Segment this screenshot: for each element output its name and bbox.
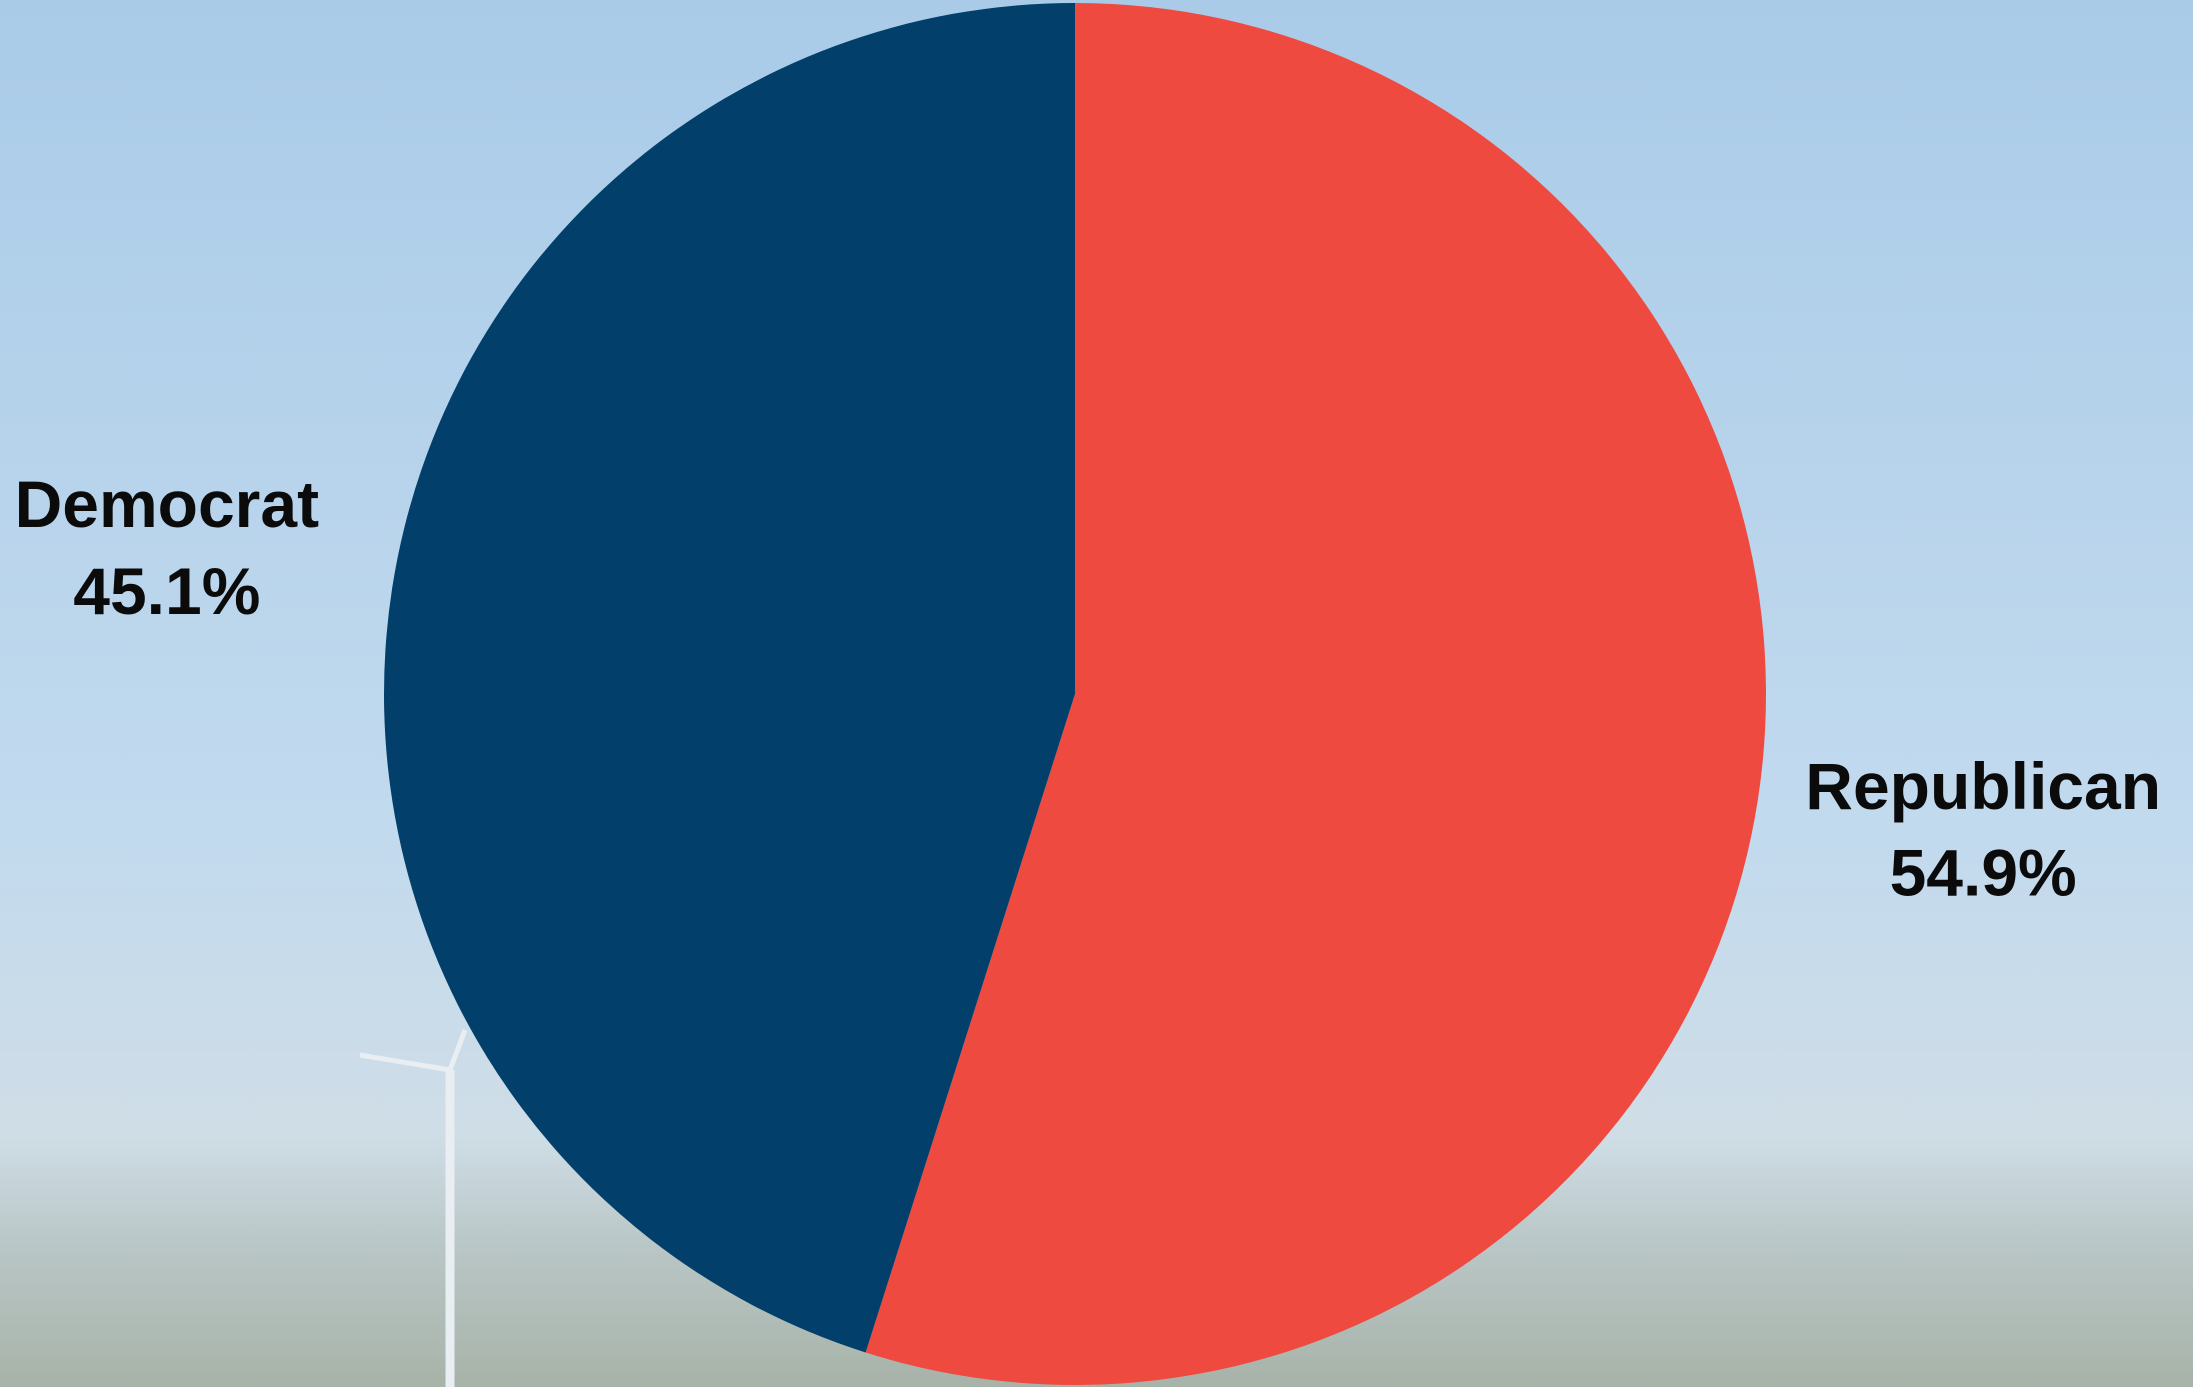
slice-label: Republican [1805, 749, 2161, 823]
slice-value: 54.9% [1890, 836, 2077, 910]
pie: Republican 54.9% Democrat 45.1% [15, 3, 2161, 1385]
slice-value: 45.1% [73, 554, 260, 628]
pie-slice [865, 3, 1767, 1385]
turbine [359, 1029, 468, 1387]
slice-label: Democrat [15, 467, 319, 541]
pie-slice [384, 3, 1075, 1353]
